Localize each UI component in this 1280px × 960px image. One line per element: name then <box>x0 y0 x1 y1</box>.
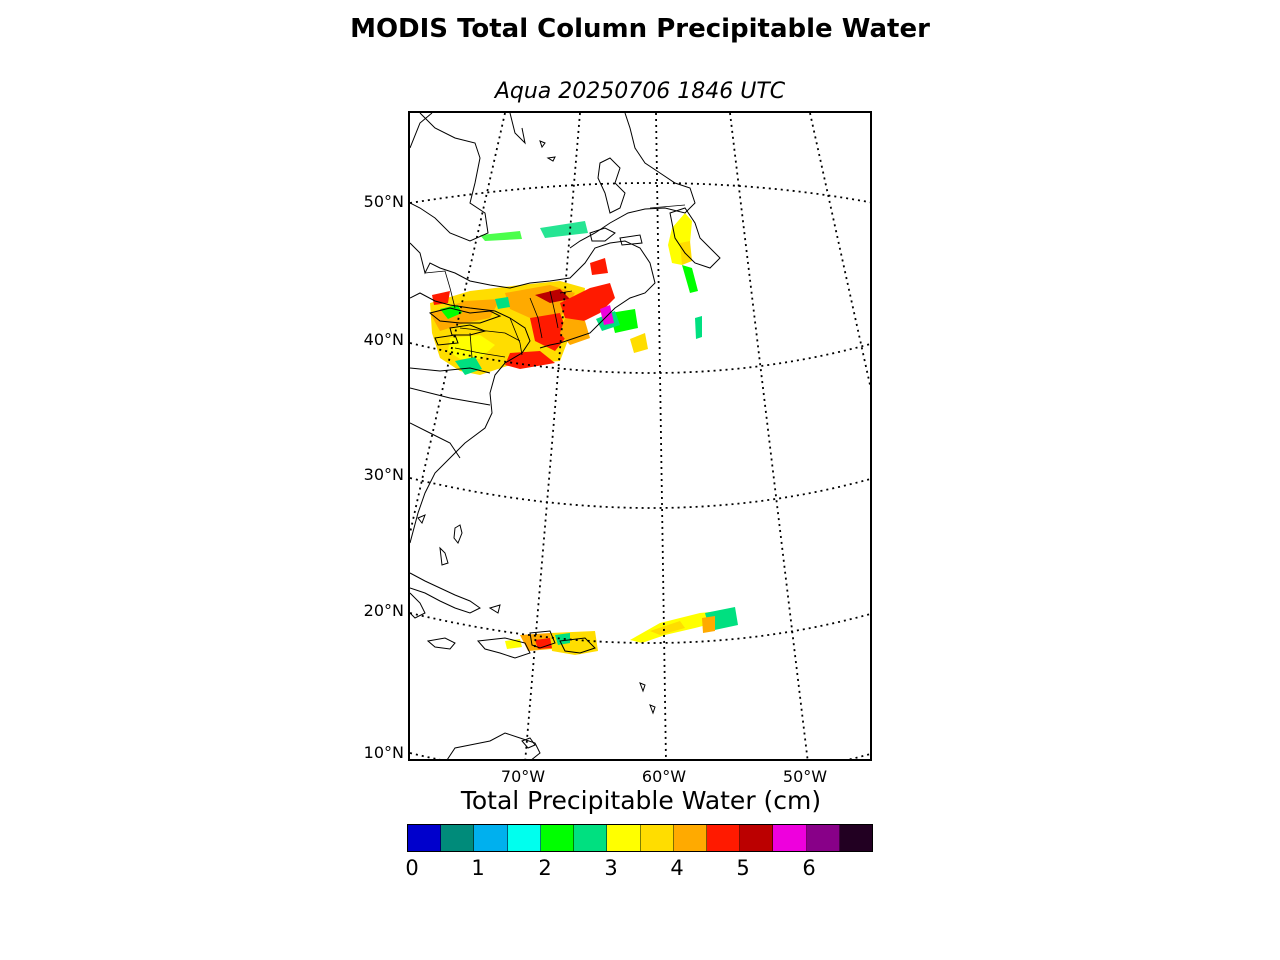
colorbar-swatch <box>474 825 508 851</box>
lat-label-40n: 40°N <box>363 330 404 349</box>
colorbar <box>407 824 873 852</box>
colorbar-title: Total Precipitable Water (cm) <box>460 786 822 815</box>
lat-label-20n: 20°N <box>363 601 404 620</box>
colorbar-tick-2: 2 <box>538 856 552 880</box>
colorbar-swatch <box>607 825 641 851</box>
colorbar-swatch <box>540 825 575 851</box>
colorbar-swatch <box>740 825 774 851</box>
lat-label-30n: 30°N <box>363 465 404 484</box>
colorbar-swatch <box>640 825 674 851</box>
lat-label-10n: 10°N <box>363 743 404 762</box>
lon-label-50w: 50°W <box>782 767 828 786</box>
colorbar-swatch <box>673 825 707 851</box>
chart-subtitle: Aqua 20250706 1846 UTC <box>494 79 786 104</box>
colorbar-swatch <box>441 825 475 851</box>
colorbar-tick-5: 5 <box>736 856 750 880</box>
colorbar-swatch <box>706 825 741 851</box>
map-frame <box>408 111 872 761</box>
data-swath-newfoundland <box>668 213 702 339</box>
colorbar-swatch <box>806 825 840 851</box>
state-boundaries <box>424 204 686 359</box>
colorbar-tick-0: 0 <box>405 856 419 880</box>
map-svg <box>410 113 870 759</box>
colorbar-tick-1: 1 <box>471 856 485 880</box>
colorbar-swatch <box>408 825 442 851</box>
colorbar-tick-4: 4 <box>670 856 684 880</box>
colorbar-swatch <box>839 825 873 851</box>
coastlines <box>410 113 721 759</box>
graticule <box>410 113 870 759</box>
colorbar-swatch <box>574 825 608 851</box>
chart-title: MODIS Total Column Precipitable Water <box>350 14 930 44</box>
lat-label-50n: 50°N <box>363 192 404 211</box>
colorbar-swatch <box>773 825 807 851</box>
colorbar-tick-3: 3 <box>604 856 618 880</box>
data-swath-northeast <box>430 281 585 375</box>
data-swath-maritimes <box>480 221 648 353</box>
lon-label-70w: 70°W <box>500 767 546 786</box>
colorbar-swatch <box>507 825 541 851</box>
lon-label-60w: 60°W <box>641 767 687 786</box>
colorbar-tick-6: 6 <box>802 856 816 880</box>
